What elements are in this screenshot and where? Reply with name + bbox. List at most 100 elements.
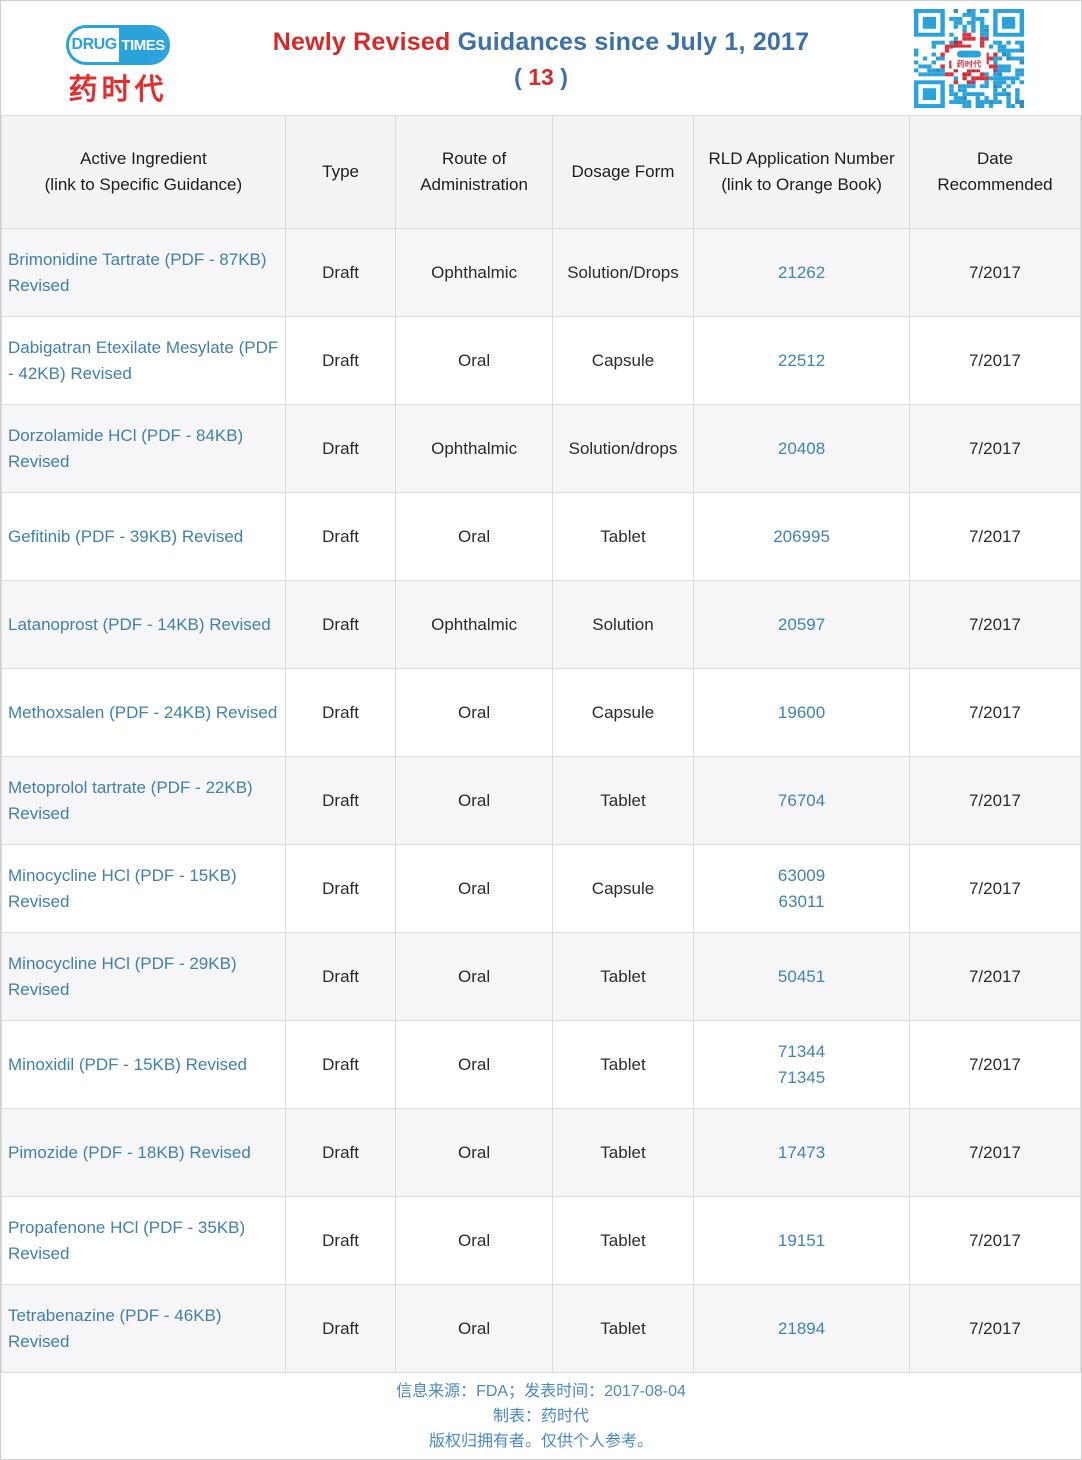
table-body: Brimonidine Tartrate (PDF - 87KB) Revise… (1, 228, 1081, 1373)
rld-cell: 17473 (693, 1108, 910, 1197)
rld-cell: 19151 (693, 1196, 910, 1285)
guidance-link[interactable]: Pimozide (PDF - 18KB) Revised (8, 1142, 251, 1162)
ingredient-cell: Propafenone HCl (PDF - 35KB) Revised (1, 1196, 286, 1285)
date-cell: 7/2017 (908, 228, 1081, 317)
table-row: Gefitinib (PDF - 39KB) Revised Draft Oral T… (1, 492, 1081, 581)
date-cell: 7/2017 (908, 316, 1081, 405)
rld-link[interactable]: 50451 (777, 966, 826, 986)
rld-link[interactable]: 19151 (777, 1230, 826, 1250)
type-cell: Draft (284, 228, 397, 317)
guidance-link[interactable]: Minoxidil (PDF - 15KB) Revised (8, 1054, 248, 1074)
footer: 信息来源：FDA；发表时间：2017-08-04 制表：药时代 版权归拥有者。仅… (1, 1373, 1081, 1459)
rld-cell: 20597 (693, 580, 910, 669)
footer-source-line: 信息来源：FDA；发表时间：2017-08-04 (396, 1382, 686, 1400)
rld-link[interactable]: 20408 (777, 438, 826, 458)
column-header: Dosage Form (551, 115, 695, 229)
date-cell: 7/2017 (908, 1020, 1081, 1109)
count-value: 13 (528, 64, 554, 90)
ingredient-cell: Metoprolol tartrate (PDF - 22KB) Revised (1, 756, 286, 845)
count-paren-open: ( (514, 64, 522, 90)
dosage-form-cell: Solution (551, 580, 695, 669)
date-cell: 7/2017 (908, 1108, 1081, 1197)
guidance-link[interactable]: Minocycline HCl (PDF - 15KB) Revised (8, 865, 237, 911)
date-cell: 7/2017 (908, 932, 1081, 1021)
rld-link[interactable]: 17473 (777, 1142, 826, 1162)
dosage-form-cell: Tablet (551, 1108, 695, 1197)
date-cell: 7/2017 (908, 492, 1081, 581)
rld-link[interactable]: 21262 (777, 262, 826, 282)
date-cell: 7/2017 (908, 844, 1081, 933)
date-cell: 7/2017 (908, 404, 1081, 493)
route-cell: Oral (395, 1020, 553, 1109)
route-cell: Oral (395, 756, 553, 845)
type-cell: Draft (284, 404, 397, 493)
route-cell: Ophthalmic (395, 228, 553, 317)
guidance-link[interactable]: Gefitinib (PDF - 39KB) Revised (8, 526, 244, 546)
title-line-1: Newly Revised Guidances since July 1, 20… (1, 28, 1081, 57)
rld-link[interactable]: 206995 (773, 526, 830, 546)
rld-link[interactable]: 21894 (777, 1318, 826, 1338)
column-header: RLD Application Number (link to Orange B… (693, 115, 910, 229)
rld-link[interactable]: 63009 (777, 865, 826, 885)
table-row: Dabigatran Etexilate Mesylate (PDF - 42K… (1, 316, 1081, 405)
dosage-form-cell: Tablet (551, 756, 695, 845)
drugtimes-pill-icon: DRUG TIMES (66, 25, 170, 65)
count-paren-close: ) (560, 64, 568, 90)
drugtimes-logo: DRUG TIMES 药时代 (63, 25, 173, 108)
rld-link[interactable]: 19600 (777, 702, 826, 722)
type-cell: Draft (284, 668, 397, 757)
table-row: Propafenone HCl (PDF - 35KB) Revised Draf… (1, 1196, 1081, 1285)
guidance-link[interactable]: Tetrabenazine (PDF - 46KB) Revised (8, 1305, 222, 1351)
rld-cell: 20408 (693, 404, 910, 493)
rld-link[interactable]: 22512 (777, 350, 826, 370)
route-cell: Oral (395, 844, 553, 933)
guidance-link[interactable]: Brimonidine Tartrate (PDF - 87KB) Revise… (8, 249, 267, 295)
rld-link[interactable]: 71345 (777, 1067, 826, 1087)
guidance-link[interactable]: Propafenone HCl (PDF - 35KB) Revised (8, 1217, 246, 1263)
guidance-link[interactable]: Methoxsalen (PDF - 24KB) Revised (8, 702, 278, 722)
ingredient-cell: Pimozide (PDF - 18KB) Revised (1, 1108, 286, 1197)
table-row: Tetrabenazine (PDF - 46KB) Revised Draft O… (1, 1284, 1081, 1373)
table-row: Metoprolol tartrate (PDF - 22KB) Revised… (1, 756, 1081, 845)
guidance-link[interactable]: Metoprolol tartrate (PDF - 22KB) Revised (8, 777, 253, 823)
dosage-form-cell: Capsule (551, 316, 695, 405)
table-row: Pimozide (PDF - 18KB) Revised Draft Oral Ta… (1, 1108, 1081, 1197)
table-row: Minocycline HCl (PDF - 15KB) Revised Draf… (1, 844, 1081, 933)
rld-link[interactable]: 71344 (777, 1041, 826, 1061)
logo-times-label: TIMES (119, 28, 167, 62)
rld-cell: 206995 (693, 492, 910, 581)
date-cell: 7/2017 (908, 756, 1081, 845)
route-cell: Oral (395, 932, 553, 1021)
rld-link[interactable]: 76704 (777, 790, 826, 810)
page-title: Newly Revised Guidances since July 1, 20… (1, 28, 1081, 91)
column-header: Active Ingredient (link to Specific Guid… (1, 115, 286, 229)
table-row: Minocycline HCl (PDF - 29KB) Revised Draf… (1, 932, 1081, 1021)
type-cell: Draft (284, 844, 397, 933)
guidance-link[interactable]: Latanoprost (PDF - 14KB) Revised (8, 614, 271, 634)
dosage-form-cell: Solution/Drops (551, 228, 695, 317)
dosage-form-cell: Tablet (551, 932, 695, 1021)
table-row: Brimonidine Tartrate (PDF - 87KB) Revise… (1, 228, 1081, 317)
guidance-link[interactable]: Dabigatran Etexilate Mesylate (PDF - 42K… (8, 337, 279, 383)
type-cell: Draft (284, 932, 397, 1021)
column-header: Date Recommended (908, 115, 1081, 229)
ingredient-cell: Methoxsalen (PDF - 24KB) Revised (1, 668, 286, 757)
dosage-form-cell: Tablet (551, 492, 695, 581)
rld-cell: 22512 (693, 316, 910, 405)
route-cell: Oral (395, 316, 553, 405)
rld-link[interactable]: 20597 (777, 614, 826, 634)
ingredient-cell: Tetrabenazine (PDF - 46KB) Revised (1, 1284, 286, 1373)
guidance-link[interactable]: Dorzolamide HCl (PDF - 84KB) Revised (8, 425, 244, 471)
route-cell: Oral (395, 492, 553, 581)
ingredient-cell: Latanoprost (PDF - 14KB) Revised (1, 580, 286, 669)
dosage-form-cell: Solution/drops (551, 404, 695, 493)
title-red-part: Newly Revised (272, 28, 451, 56)
rld-link[interactable]: 63011 (778, 891, 825, 911)
date-cell: 7/2017 (908, 580, 1081, 669)
guidance-link[interactable]: Minocycline HCl (PDF - 29KB) Revised (8, 953, 237, 999)
dosage-form-cell: Capsule (551, 668, 695, 757)
logo-drug-label: DRUG (71, 36, 118, 53)
route-cell: Oral (395, 1196, 553, 1285)
dosage-form-cell: Tablet (551, 1020, 695, 1109)
